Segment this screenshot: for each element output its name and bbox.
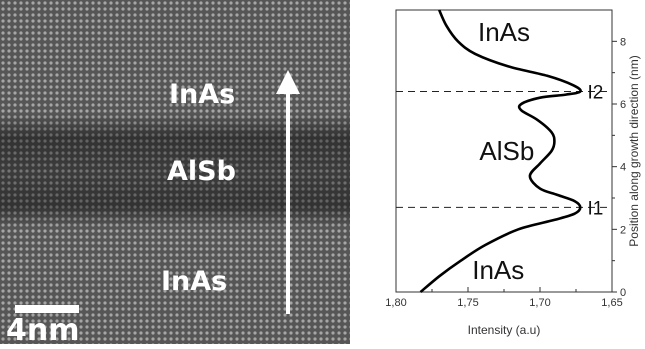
x-tick-label: 1,80 [385,297,406,309]
inas-bottom-label: InAs [161,266,228,297]
x-tick-label: 1,65 [601,297,622,309]
tem-micrograph: InAs AlSb InAs 4nm [0,0,350,348]
y-axis-title: Position along growth direction (nm) [627,55,641,246]
inas-top-label: InAs [169,79,236,110]
y-tick-label: 6 [620,99,626,111]
y-tick-label: 8 [620,36,626,48]
x-tick-label: 1,70 [529,297,550,309]
scale-bar-label: 4nm [6,313,80,348]
x-axis-title: Intensity (a.u) [468,323,541,337]
x-ticks: 1,80 1,75 1,70 1,65 [385,287,623,309]
scale-bar [15,305,79,313]
region-label: InAs [478,17,530,47]
intensity-curve [419,9,582,293]
region-label: InAs [472,255,524,285]
region-label: AlSb [479,136,534,166]
x-tick-label: 1,75 [457,297,478,309]
interface-label: I2 [588,82,604,103]
y-tick-label: 0 [620,287,626,299]
y-tick-label: 4 [620,162,626,174]
annotations: InAs AlSb InAs I1 I2 [472,17,603,285]
y-tick-label: 2 [620,224,626,236]
growth-direction-arrow [276,70,300,314]
interface-dashed-lines [396,90,612,208]
lattice-image [0,0,350,344]
interface-label: I1 [588,198,604,219]
y-ticks: 0 2 4 6 8 [612,36,626,299]
alsb-label: AlSb [167,156,236,187]
